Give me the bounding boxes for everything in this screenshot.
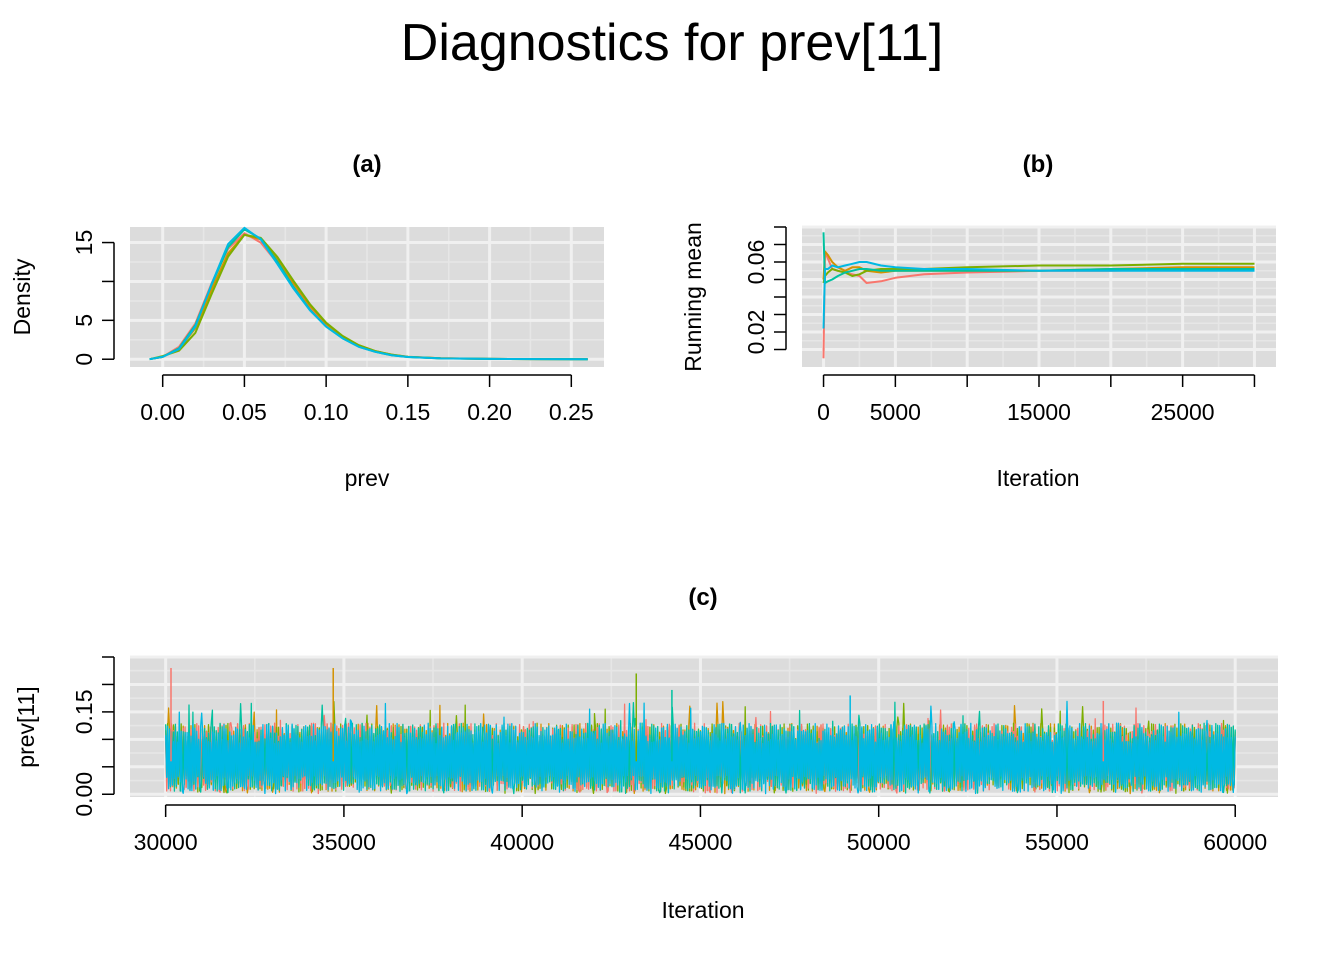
trace-line-chain-5 xyxy=(165,700,1236,795)
panel-a-density: (a) 0.00 0.05 0.10 0.15 0.20 0.25 0 5 15 prev D… xyxy=(9,151,604,491)
panel-b-title: (b) xyxy=(1023,151,1054,178)
panel-a-xlabel: prev xyxy=(345,465,390,491)
running-mean-line-chain-3 xyxy=(822,262,1255,284)
panel-a-title: (a) xyxy=(352,151,381,178)
y-tick-label: 15 xyxy=(71,230,97,256)
x-tick-label: 55000 xyxy=(1025,829,1089,855)
panel-a-x-axis: 0.00 0.05 0.10 0.15 0.20 0.25 xyxy=(140,374,594,425)
panel-a-ylabel: Density xyxy=(9,258,35,335)
x-tick-label: 35000 xyxy=(312,829,376,855)
panel-c-xlabel: Iteration xyxy=(661,897,744,923)
x-tick-label: 15000 xyxy=(1007,399,1071,425)
y-tick-label: 5 xyxy=(71,314,97,327)
x-tick-label: 30000 xyxy=(134,829,198,855)
panel-b-y-axis: 0.02 0.06 xyxy=(743,226,787,355)
panel-b-xlabel: Iteration xyxy=(996,465,1079,491)
panel-b-lines xyxy=(822,232,1255,359)
running-mean-line-chain-5 xyxy=(822,261,1255,329)
panel-b-x-axis: 0 5000 15000 25000 xyxy=(817,374,1256,425)
x-tick-label: 0 xyxy=(817,399,830,425)
panel-c-trace: (c) 30000 35000 40000 45000 50000 55000 60000 … xyxy=(13,584,1278,923)
x-tick-label: 40000 xyxy=(490,829,554,855)
panel-b-grid xyxy=(802,225,1276,367)
panel-a-grid xyxy=(130,227,604,367)
x-tick-label: 0.00 xyxy=(140,399,185,425)
figure-title: Diagnostics for prev[11] xyxy=(401,14,943,72)
x-tick-label: 0.25 xyxy=(549,399,594,425)
panel-b-ylabel: Running mean xyxy=(680,222,706,372)
density-line-chain-5 xyxy=(149,226,588,361)
panel-a-y-axis: 0 5 15 xyxy=(71,230,115,366)
y-tick-label: 0 xyxy=(71,353,97,366)
x-tick-label: 0.15 xyxy=(385,399,430,425)
panel-b-running-mean: (b) 0 5000 15000 25000 0.02 0.06 Iteration R… xyxy=(680,151,1276,491)
panel-c-ylabel: prev[11] xyxy=(13,686,39,767)
panel-a-lines xyxy=(149,226,588,361)
x-tick-label: 5000 xyxy=(870,399,921,425)
y-tick-label: 0.06 xyxy=(743,240,769,285)
x-tick-label: 60000 xyxy=(1203,829,1267,855)
panel-c-x-axis: 30000 35000 40000 45000 50000 55000 60000 xyxy=(134,804,1267,855)
panel-c-lines xyxy=(165,667,1236,795)
x-tick-label: 45000 xyxy=(668,829,732,855)
y-tick-label: 0.02 xyxy=(743,310,769,355)
x-tick-label: 0.05 xyxy=(222,399,267,425)
x-tick-label: 50000 xyxy=(847,829,911,855)
panel-c-title: (c) xyxy=(688,584,717,611)
panel-c-y-axis: 0.00 0.15 xyxy=(71,656,115,817)
y-tick-label: 0.00 xyxy=(71,772,97,817)
x-tick-label: 0.10 xyxy=(304,399,349,425)
y-tick-label: 0.15 xyxy=(71,690,97,735)
x-tick-label: 0.20 xyxy=(467,399,512,425)
x-tick-label: 25000 xyxy=(1151,399,1215,425)
